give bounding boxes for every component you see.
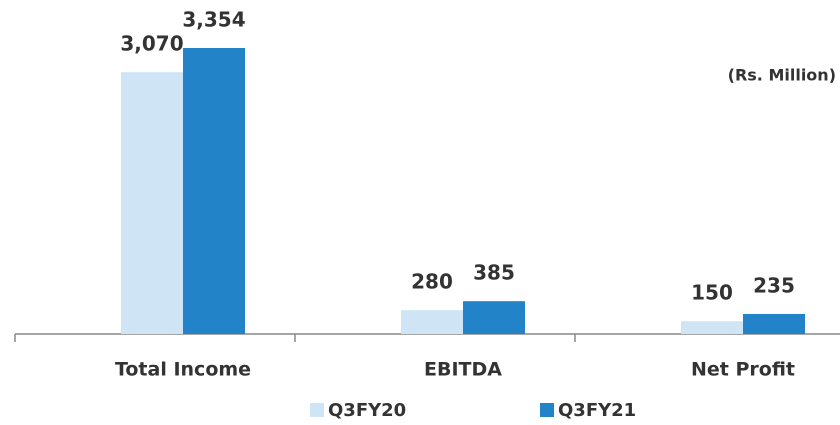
- x-tick-label: Net Profit: [691, 359, 795, 381]
- data-label: 280: [411, 270, 453, 294]
- data-label: 3,070: [120, 32, 183, 56]
- bar: [401, 310, 463, 334]
- bar: [681, 321, 743, 334]
- legend-swatch: [310, 403, 324, 417]
- annotation: (Rs. Million): [728, 66, 836, 85]
- legend-swatch: [540, 403, 554, 417]
- legend-label: Q3FY21: [558, 400, 636, 421]
- legend-label: Q3FY20: [328, 400, 406, 421]
- x-tick-label: Total Income: [115, 359, 251, 381]
- data-label: 235: [753, 273, 795, 297]
- bar: [743, 313, 805, 334]
- bar: [463, 301, 525, 334]
- data-label: 150: [691, 281, 733, 305]
- bar: [121, 72, 183, 335]
- data-label: 385: [473, 261, 515, 285]
- bar: [183, 48, 245, 334]
- data-label: 3,354: [182, 8, 245, 32]
- x-tick-label: EBITDA: [424, 359, 502, 381]
